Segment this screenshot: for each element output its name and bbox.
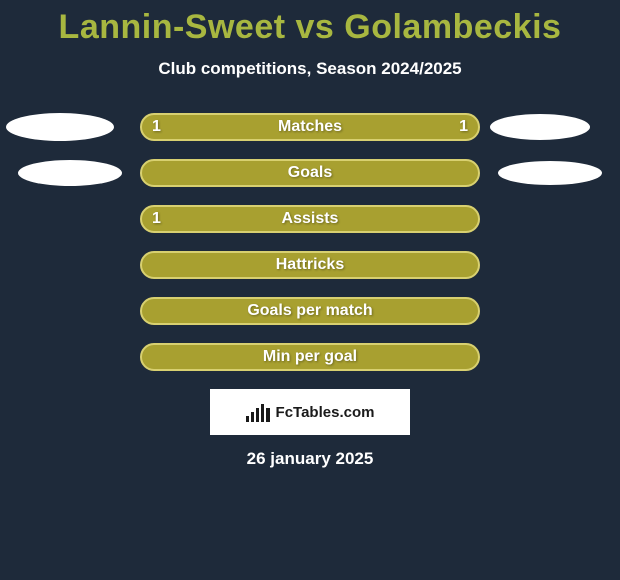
stat-row: Goals	[0, 159, 620, 187]
stat-row: Matches 1 1	[0, 113, 620, 141]
page-title: Lannin-Sweet vs Golambeckis	[0, 0, 620, 47]
left-ellipse	[6, 113, 114, 141]
stat-bar: Goals	[140, 159, 480, 187]
stat-rows: Matches 1 1 Goals Assists 1 Hattricks Goals per…	[0, 113, 620, 371]
stat-label: Goals per match	[247, 302, 372, 320]
stat-bar: Hattricks	[140, 251, 480, 279]
stat-label: Assists	[282, 210, 339, 228]
stat-label: Matches	[278, 118, 342, 136]
left-value: 1	[152, 205, 161, 233]
stat-label: Min per goal	[263, 348, 357, 366]
source-badge: FcTables.com	[210, 389, 410, 435]
subtitle: Club competitions, Season 2024/2025	[0, 59, 620, 79]
badge-text: FcTables.com	[276, 404, 375, 421]
left-value: 1	[152, 113, 161, 141]
stat-bar: Matches	[140, 113, 480, 141]
stat-row: Assists 1	[0, 205, 620, 233]
date-label: 26 january 2025	[0, 449, 620, 469]
stat-row: Goals per match	[0, 297, 620, 325]
stat-label: Goals	[288, 164, 332, 182]
stat-row: Hattricks	[0, 251, 620, 279]
stat-bar: Goals per match	[140, 297, 480, 325]
right-value: 1	[459, 113, 468, 141]
stat-bar: Min per goal	[140, 343, 480, 371]
right-ellipse	[498, 161, 602, 185]
stat-bar: Assists	[140, 205, 480, 233]
stat-row: Min per goal	[0, 343, 620, 371]
right-ellipse	[490, 114, 590, 140]
comparison-infographic: Lannin-Sweet vs Golambeckis Club competi…	[0, 0, 620, 580]
bar-chart-icon	[246, 402, 270, 422]
stat-label: Hattricks	[276, 256, 344, 274]
left-ellipse	[18, 160, 122, 186]
